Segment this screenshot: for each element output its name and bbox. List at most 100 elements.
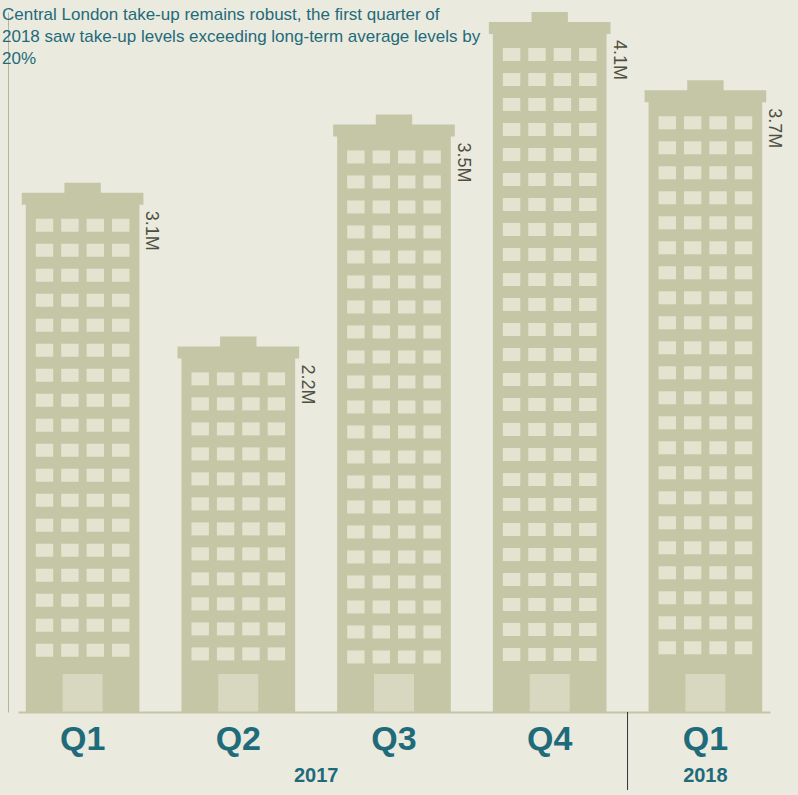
window xyxy=(709,266,726,279)
window xyxy=(659,241,676,254)
window xyxy=(503,198,520,211)
window xyxy=(684,291,701,304)
window xyxy=(217,622,234,635)
window xyxy=(61,494,78,507)
window xyxy=(217,422,234,435)
window xyxy=(217,647,234,660)
window xyxy=(217,572,234,585)
window xyxy=(217,372,234,385)
window xyxy=(61,469,78,482)
bar xyxy=(22,183,144,712)
window xyxy=(684,241,701,254)
window xyxy=(423,350,440,363)
window xyxy=(659,366,676,379)
window xyxy=(503,573,520,586)
window xyxy=(554,223,571,236)
window xyxy=(554,173,571,186)
bar xyxy=(333,114,455,712)
window xyxy=(528,623,545,636)
window xyxy=(87,294,104,307)
window xyxy=(347,550,364,563)
window xyxy=(528,48,545,61)
window xyxy=(528,523,545,536)
tick-label: Q3 xyxy=(371,719,416,757)
window xyxy=(423,375,440,388)
window xyxy=(268,622,285,635)
window xyxy=(579,148,596,161)
window xyxy=(61,294,78,307)
window xyxy=(347,400,364,413)
window xyxy=(373,600,390,613)
window xyxy=(61,619,78,632)
group-label: 2017 xyxy=(294,764,339,786)
window xyxy=(373,300,390,313)
window xyxy=(554,48,571,61)
window xyxy=(528,73,545,86)
window xyxy=(112,619,129,632)
window xyxy=(554,498,571,511)
window xyxy=(554,448,571,461)
window xyxy=(347,525,364,538)
window xyxy=(217,472,234,485)
tick: Q1 xyxy=(683,712,728,757)
window xyxy=(191,422,208,435)
window xyxy=(36,594,53,607)
window xyxy=(503,473,520,486)
window xyxy=(61,319,78,332)
building xyxy=(177,336,299,712)
window xyxy=(423,575,440,588)
window xyxy=(347,300,364,313)
window xyxy=(373,200,390,213)
window xyxy=(554,548,571,561)
window xyxy=(579,648,596,661)
window xyxy=(554,248,571,261)
window xyxy=(398,300,415,313)
window xyxy=(373,350,390,363)
window xyxy=(579,248,596,261)
window xyxy=(709,591,726,604)
window xyxy=(684,641,701,654)
door xyxy=(530,674,570,712)
window xyxy=(398,150,415,163)
window xyxy=(659,441,676,454)
window xyxy=(36,419,53,432)
chart: Q1Q2Q3Q4Q1201720183.1M2.2M3.5M4.1M3.7MCe… xyxy=(0,0,798,795)
window xyxy=(684,441,701,454)
window xyxy=(579,298,596,311)
window xyxy=(36,244,53,257)
window xyxy=(87,319,104,332)
data-label: 3.5M xyxy=(454,142,474,182)
window xyxy=(554,323,571,336)
window xyxy=(217,397,234,410)
window xyxy=(528,398,545,411)
window xyxy=(659,266,676,279)
window xyxy=(423,225,440,238)
window xyxy=(554,623,571,636)
window xyxy=(36,444,53,457)
tick: Q2 xyxy=(216,712,261,757)
window xyxy=(709,416,726,429)
window xyxy=(684,166,701,179)
window xyxy=(87,269,104,282)
window xyxy=(112,244,129,257)
window xyxy=(112,369,129,382)
window xyxy=(347,225,364,238)
window xyxy=(112,644,129,657)
window xyxy=(36,369,53,382)
tick-label: Q1 xyxy=(60,719,105,757)
window xyxy=(347,200,364,213)
window xyxy=(423,625,440,638)
window xyxy=(709,516,726,529)
window xyxy=(36,344,53,357)
window xyxy=(112,394,129,407)
window xyxy=(579,273,596,286)
window xyxy=(268,422,285,435)
window xyxy=(684,216,701,229)
window xyxy=(554,398,571,411)
window xyxy=(735,591,752,604)
window xyxy=(528,273,545,286)
window xyxy=(242,372,259,385)
window xyxy=(735,241,752,254)
window xyxy=(373,450,390,463)
window xyxy=(503,598,520,611)
